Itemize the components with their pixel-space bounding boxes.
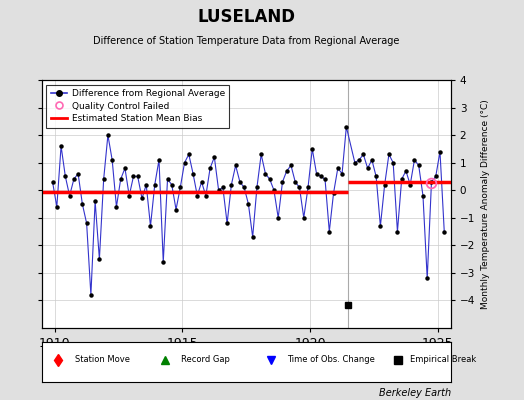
Text: Record Gap: Record Gap	[181, 356, 230, 364]
Text: Berkeley Earth: Berkeley Earth	[378, 388, 451, 398]
Text: LUSELAND: LUSELAND	[197, 8, 296, 26]
Text: Empirical Break: Empirical Break	[410, 356, 476, 364]
Text: Time of Obs. Change: Time of Obs. Change	[287, 356, 375, 364]
Text: Station Move: Station Move	[74, 356, 129, 364]
Text: Difference of Station Temperature Data from Regional Average: Difference of Station Temperature Data f…	[93, 36, 399, 46]
Legend: Difference from Regional Average, Quality Control Failed, Estimated Station Mean: Difference from Regional Average, Qualit…	[47, 84, 230, 128]
Y-axis label: Monthly Temperature Anomaly Difference (°C): Monthly Temperature Anomaly Difference (…	[481, 99, 489, 309]
